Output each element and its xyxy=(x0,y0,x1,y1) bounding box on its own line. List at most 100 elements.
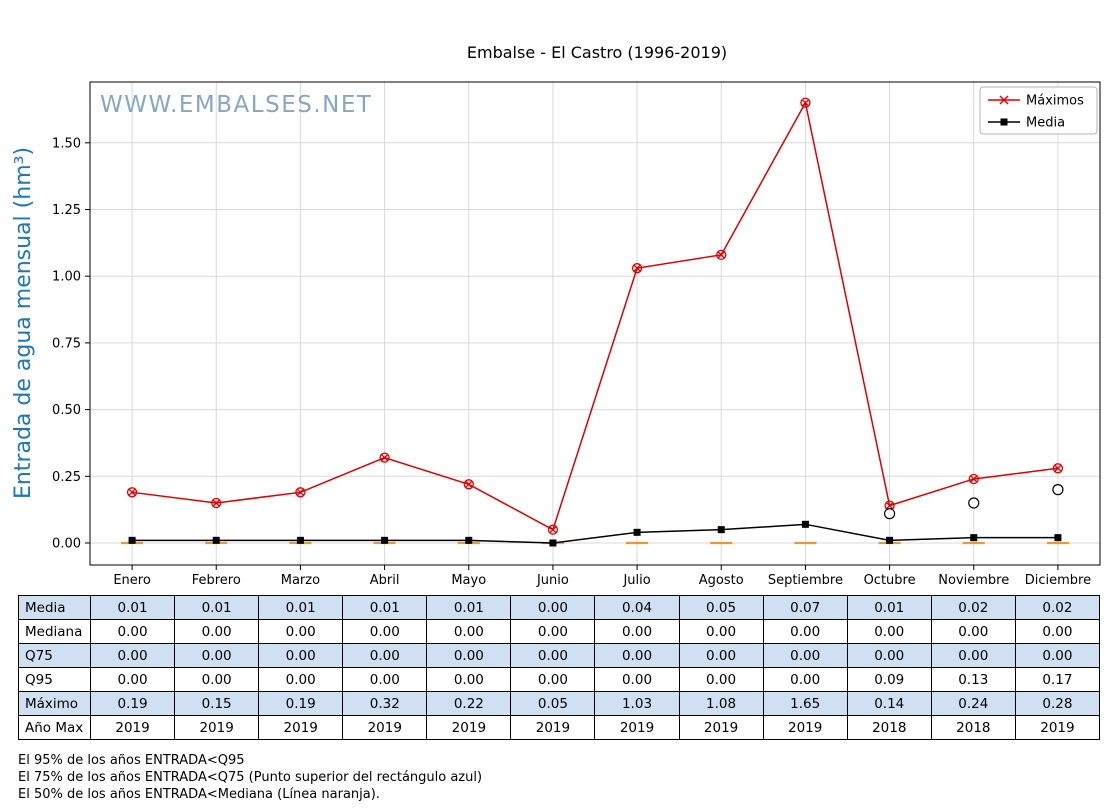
maximos-marker-x xyxy=(465,480,473,488)
maximos-marker xyxy=(379,452,390,463)
row-header: Media xyxy=(18,595,91,620)
maximos-marker-x xyxy=(717,251,725,259)
table-cell: 0.00 xyxy=(426,667,512,692)
plot-border xyxy=(89,81,1101,566)
table-row: Q95 0.00 0.00 0.00 0.00 0.00 0.00 0.00 0.00 0.00 0… xyxy=(18,667,1101,692)
maximos-marker xyxy=(968,473,979,485)
table-cell: 0.00 xyxy=(594,619,680,644)
table-cell: 0.00 xyxy=(594,667,680,692)
row-header: Q95 xyxy=(18,667,91,692)
table-cell: 2019 xyxy=(762,715,848,740)
table-cell: 0.00 xyxy=(426,643,512,668)
table-cell: 0.00 xyxy=(762,643,848,668)
table-row: Mediana 0.00 0.00 0.00 0.00 0.00 0.00 0.00 0.00 0… xyxy=(18,619,1101,644)
table-cell: 0.19 xyxy=(89,691,176,716)
table-cell: 0.09 xyxy=(846,667,932,692)
table-cell: 0.00 xyxy=(510,643,596,668)
media-marker xyxy=(465,536,473,544)
table-cell: 0.01 xyxy=(342,595,428,620)
table-cell: 0.00 xyxy=(342,643,428,668)
maximos-marker-x xyxy=(212,499,220,507)
maximos-marker xyxy=(631,263,643,274)
legend-maximos-x xyxy=(999,95,1009,105)
table-cell: 0.07 xyxy=(762,595,848,620)
row-header: Mediana xyxy=(18,619,91,644)
table-row: Media 0.01 0.01 0.01 0.01 0.01 0.00 0.04 0.05 0.0… xyxy=(18,595,1101,620)
table-cell: 0.32 xyxy=(342,691,428,716)
table-cell: 2019 xyxy=(678,715,764,740)
x-tick-label: Enero xyxy=(113,573,151,588)
table-cell: 0.00 xyxy=(89,619,176,644)
table-cell: 0.00 xyxy=(510,619,596,644)
table-cell: 2018 xyxy=(846,715,932,740)
y-tick-label: 0.75 xyxy=(52,336,81,351)
maximos-marker xyxy=(800,97,811,108)
maximos-marker xyxy=(126,487,138,498)
table-cell: 0.00 xyxy=(342,619,428,644)
table-cell: 0.00 xyxy=(846,643,932,668)
maximos-marker-x xyxy=(296,488,304,496)
y-tick-label: 1.00 xyxy=(52,270,81,285)
footnote-q95: El 95% de los años ENTRADA<Q95 xyxy=(18,753,245,768)
table-cell: 0.00 xyxy=(510,667,596,692)
table-row: Máximo 0.19 0.15 0.19 0.32 0.22 0.05 1.03 1.08 1.… xyxy=(18,691,1101,716)
media-marker xyxy=(886,536,894,544)
table-cell: 0.13 xyxy=(930,667,1016,692)
y-tick-label: 0.25 xyxy=(52,470,81,485)
open-circle-marker xyxy=(968,497,980,509)
table-cell: 0.14 xyxy=(846,691,932,716)
table-cell: 0.24 xyxy=(930,691,1016,716)
table-cell: 2019 xyxy=(258,715,344,740)
media-marker xyxy=(128,536,136,544)
table-cell: 0.15 xyxy=(174,691,260,716)
maximos-marker xyxy=(211,497,222,509)
table-row: Q75 0.00 0.00 0.00 0.00 0.00 0.00 0.00 0.00 0.00 0… xyxy=(18,643,1101,668)
table-cell: 0.00 xyxy=(594,643,680,668)
table-cell: 0.00 xyxy=(846,619,932,644)
media-marker xyxy=(801,520,809,528)
maximos-marker-x xyxy=(1054,464,1062,472)
table-cell: 0.05 xyxy=(678,595,764,620)
maximos-marker xyxy=(463,479,474,490)
table-cell: 0.17 xyxy=(1014,667,1101,692)
row-header: Año Max xyxy=(18,715,91,740)
x-tick-label: Octubre xyxy=(864,573,916,588)
table-cell: 0.00 xyxy=(762,619,848,644)
maximos-marker-x xyxy=(381,454,389,462)
table-cell: 0.00 xyxy=(426,619,512,644)
table-cell: 1.08 xyxy=(678,691,764,716)
y-tick-label: 0.50 xyxy=(52,403,81,418)
table-cell: 0.00 xyxy=(258,619,344,644)
table-cell: 2019 xyxy=(342,715,428,740)
x-tick-label: Diciembre xyxy=(1025,573,1091,588)
chart-title: Embalse - El Castro (1996-2019) xyxy=(467,43,727,62)
footnote-mediana: El 50% de los años ENTRADA<Mediana (Líne… xyxy=(18,787,380,802)
table-cell: 0.00 xyxy=(678,619,764,644)
footnote-q75: El 75% de los años ENTRADA<Q75 (Punto su… xyxy=(18,770,483,785)
series-line-máximos xyxy=(131,100,1059,531)
table-cell: 0.00 xyxy=(89,667,176,692)
x-tick-label: Julio xyxy=(622,573,650,588)
table-cell: 0.00 xyxy=(762,667,848,692)
x-tick-label: Agosto xyxy=(699,573,744,588)
table-cell: 0.00 xyxy=(678,667,764,692)
maximos-marker-x xyxy=(128,488,136,496)
media-marker xyxy=(296,536,304,544)
table-cell: 0.01 xyxy=(846,595,932,620)
table-cell: 0.02 xyxy=(930,595,1016,620)
table-cell: 0.00 xyxy=(174,619,260,644)
table-cell: 0.01 xyxy=(89,595,176,620)
table-cell: 0.00 xyxy=(930,643,1016,668)
table-cell: 0.01 xyxy=(258,595,344,620)
table-cell: 0.00 xyxy=(1014,643,1101,668)
table-cell: 0.00 xyxy=(174,667,260,692)
media-marker xyxy=(212,536,220,544)
x-tick-label: Marzo xyxy=(281,573,320,588)
table-cell: 0.00 xyxy=(258,667,344,692)
table-cell: 0.00 xyxy=(510,595,596,620)
table-cell: 2019 xyxy=(174,715,260,740)
table-cell: 0.00 xyxy=(678,643,764,668)
legend-label-media: Media xyxy=(1026,116,1065,131)
maximos-marker xyxy=(295,487,306,498)
